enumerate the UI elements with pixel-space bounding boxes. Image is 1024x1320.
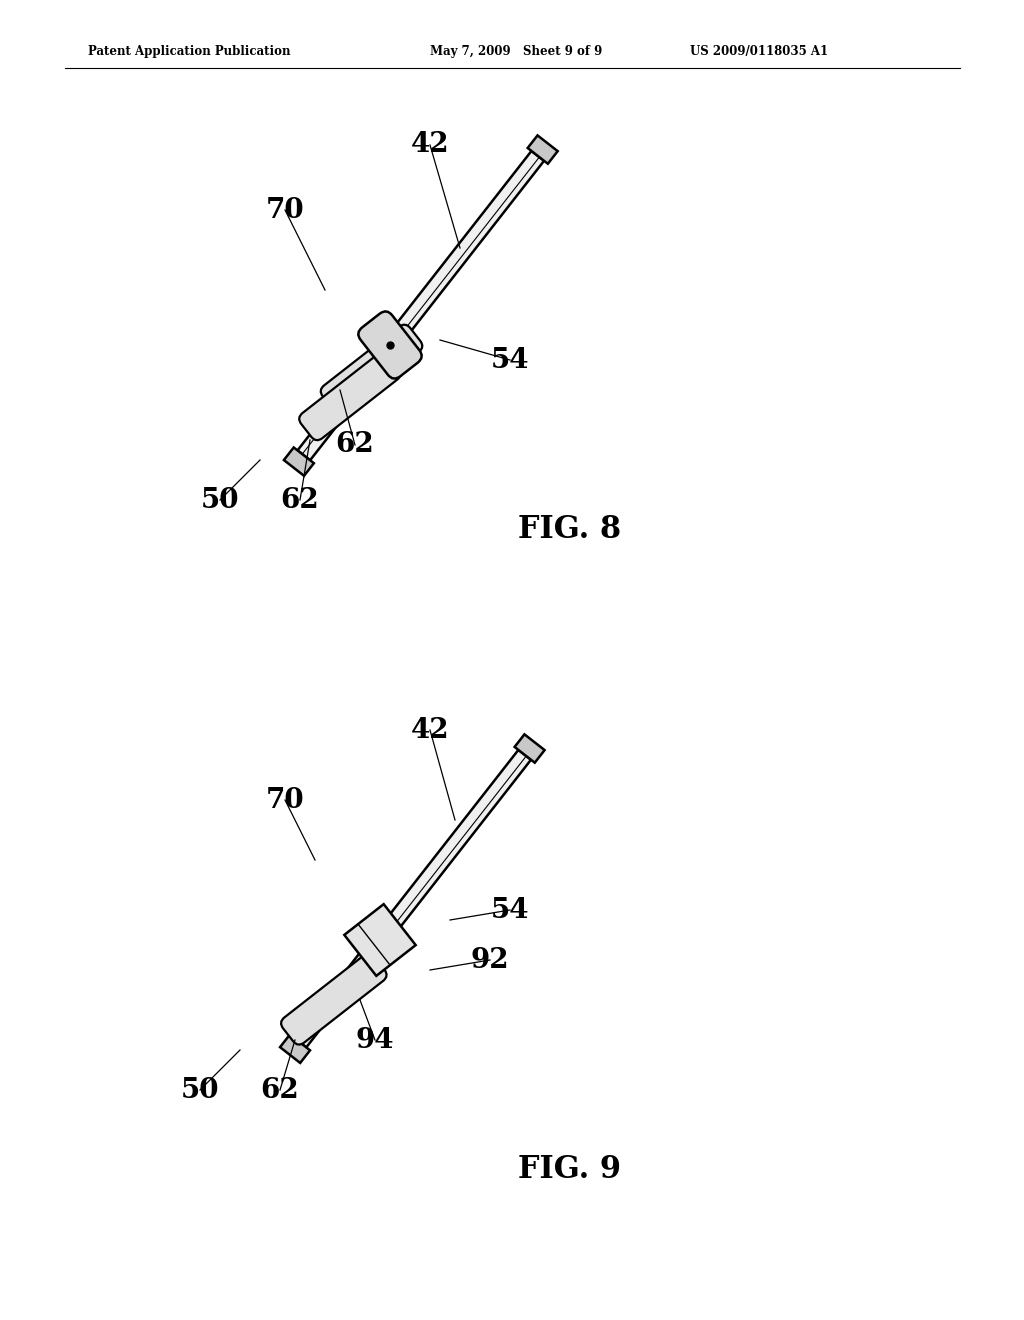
Polygon shape — [515, 734, 545, 763]
Text: US 2009/0118035 A1: US 2009/0118035 A1 — [690, 45, 828, 58]
Text: 42: 42 — [411, 717, 450, 743]
Text: 62: 62 — [336, 432, 375, 458]
Polygon shape — [294, 935, 386, 1047]
Text: Patent Application Publication: Patent Application Publication — [88, 45, 291, 58]
Text: FIG. 9: FIG. 9 — [518, 1155, 622, 1185]
Text: May 7, 2009   Sheet 9 of 9: May 7, 2009 Sheet 9 of 9 — [430, 45, 602, 58]
Polygon shape — [280, 1035, 310, 1063]
FancyBboxPatch shape — [281, 953, 387, 1044]
Text: 62: 62 — [281, 487, 319, 513]
Text: 54: 54 — [490, 346, 529, 374]
Text: 92: 92 — [471, 946, 509, 974]
Text: 42: 42 — [411, 132, 450, 158]
FancyBboxPatch shape — [321, 325, 422, 413]
Polygon shape — [374, 750, 531, 945]
Polygon shape — [527, 136, 558, 164]
FancyBboxPatch shape — [358, 312, 422, 379]
Text: 94: 94 — [355, 1027, 394, 1053]
Text: FIG. 8: FIG. 8 — [518, 515, 622, 545]
Polygon shape — [284, 447, 314, 475]
Polygon shape — [298, 341, 396, 461]
Text: 50: 50 — [181, 1077, 219, 1104]
Text: 70: 70 — [265, 787, 304, 813]
Text: 54: 54 — [490, 896, 529, 924]
Text: 62: 62 — [261, 1077, 299, 1104]
Polygon shape — [384, 150, 544, 350]
FancyBboxPatch shape — [299, 352, 400, 441]
Text: 70: 70 — [265, 197, 304, 223]
FancyBboxPatch shape — [344, 904, 416, 975]
Text: 50: 50 — [201, 487, 240, 513]
